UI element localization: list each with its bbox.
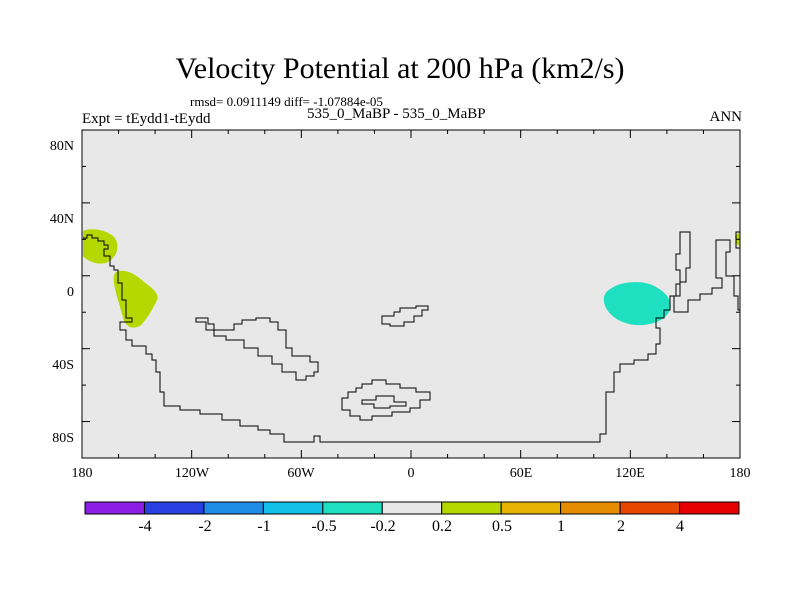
colorbar-swatch [500,501,562,515]
coastline-east-edge [735,231,740,249]
coastline-eastern-island [381,305,429,327]
lon-label-120e: 120E [615,466,645,481]
lon-label-180w: 180 [71,466,93,481]
lat-label-80n: 80N [49,139,74,154]
colorbar-swatch [84,501,145,515]
colorbar-label: -1 [257,518,271,535]
lon-label-60w: 60W [287,466,315,481]
colorbar-label: -2 [198,518,212,535]
colorbar-swatch [203,501,264,515]
season-label: ANN [709,109,743,125]
lon-label-60e: 60E [509,466,533,481]
tick-marks [81,129,741,459]
coastlines [83,231,740,443]
negative-anomaly-region [603,282,671,326]
plot-title: Velocity Potential at 200 hPa (km2/s) [175,52,625,85]
colorbar-swatch [560,501,621,515]
colorbar-swatch [143,501,205,515]
coastline-western-continent [83,231,740,443]
coastline-southern-island [341,379,431,421]
positive-anomaly-region-southwest [113,270,158,328]
colorbar-label: 4 [676,518,684,535]
lon-label-120w: 120W [174,466,210,481]
lat-label-eq: 0 [67,285,74,300]
colorbar-label: 2 [617,518,625,535]
colorbar-label: -0.2 [370,518,396,535]
colorbar-swatch [262,501,324,515]
colorbar-label: 1 [557,518,565,535]
coastline-southern-inner [361,395,407,409]
experiment-label: Expt = tEydd1-tEydd [82,111,211,127]
lon-label-0: 0 [407,466,415,481]
colorbar-swatch [381,501,443,515]
lon-label-180e: 180 [729,466,751,481]
case-label: 535_0_MaBP - 535_0_MaBP [307,106,486,122]
stats-text: rmsd= 0.0911149 diff= -1.07884e-05 [190,94,383,109]
lat-label-40n: 40N [49,212,74,227]
coastline-central-continent [195,317,319,381]
colorbar-swatch [322,501,383,515]
colorbar-label: 0.5 [492,518,512,535]
colorbar-swatch [441,501,502,515]
colorbar-swatch [619,501,681,515]
colorbar-swatch [679,501,740,515]
colorbar-label: -0.5 [311,518,337,535]
lat-label-40s: 40S [52,358,74,373]
lat-label-80s: 80S [52,431,74,446]
colorbar [84,501,740,515]
colorbar-label: 0.2 [432,518,452,535]
colorbar-label: -4 [138,518,152,535]
